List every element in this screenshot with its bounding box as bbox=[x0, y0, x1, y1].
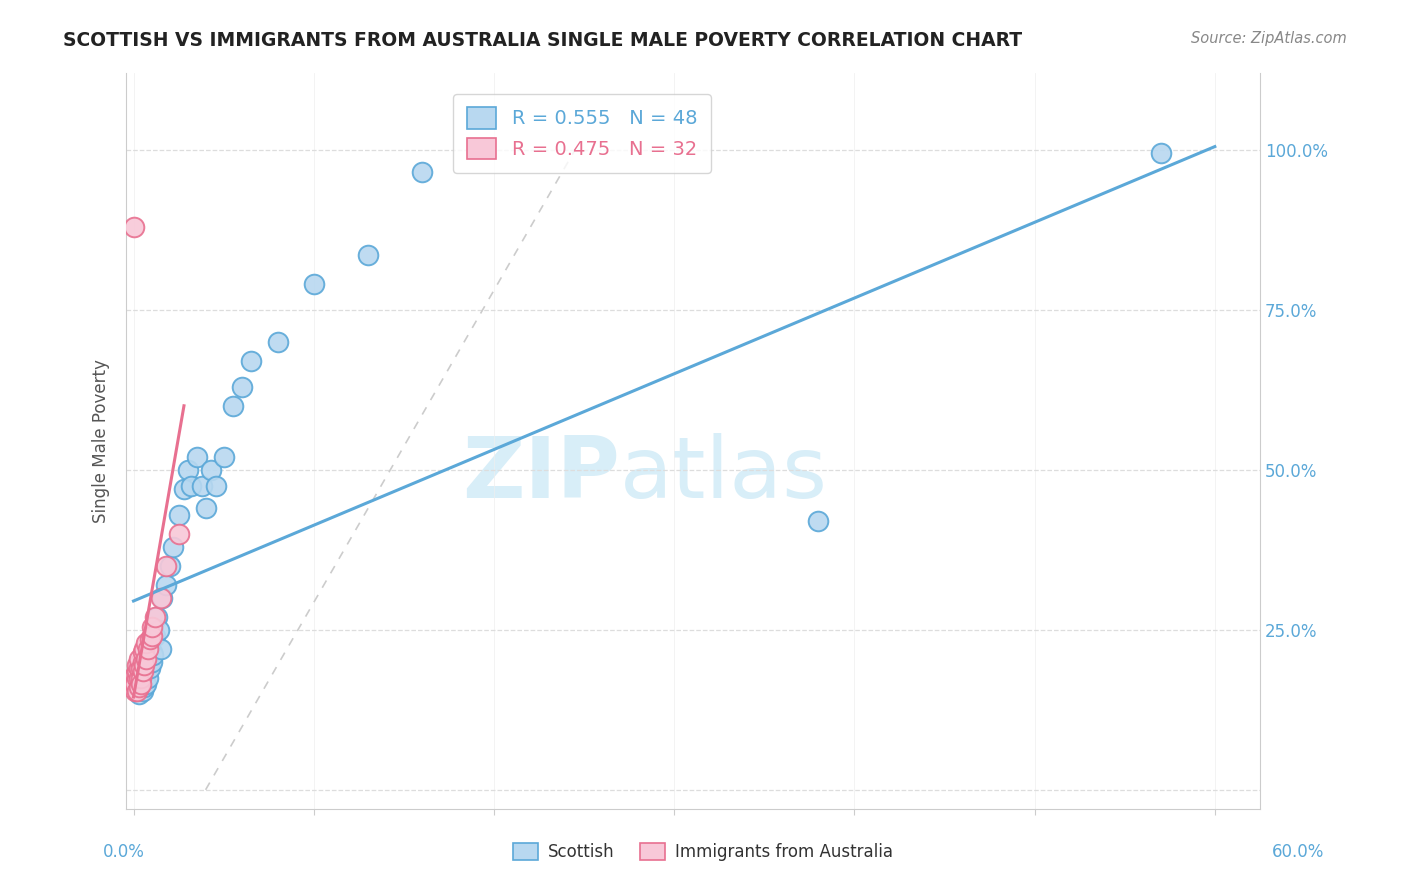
Point bbox=[128, 687, 150, 701]
Point bbox=[148, 623, 170, 637]
Point bbox=[124, 683, 146, 698]
Text: 60.0%: 60.0% bbox=[1272, 843, 1324, 861]
Point bbox=[131, 683, 153, 698]
Point bbox=[131, 645, 153, 659]
Point bbox=[155, 558, 177, 573]
Point bbox=[231, 379, 253, 393]
Point bbox=[212, 450, 235, 464]
Point bbox=[131, 665, 153, 679]
Point bbox=[191, 479, 214, 493]
Point bbox=[135, 651, 157, 665]
Point bbox=[302, 277, 325, 292]
Point bbox=[128, 661, 150, 675]
Text: ZIP: ZIP bbox=[461, 433, 620, 516]
Point bbox=[239, 354, 262, 368]
Point bbox=[357, 248, 380, 262]
Point bbox=[124, 677, 146, 691]
Point bbox=[141, 655, 163, 669]
Point bbox=[134, 681, 156, 695]
Point bbox=[205, 479, 228, 493]
Point bbox=[173, 482, 195, 496]
Point bbox=[155, 578, 177, 592]
Point bbox=[138, 661, 160, 675]
Point bbox=[131, 655, 153, 669]
Point bbox=[150, 591, 173, 605]
Point bbox=[176, 463, 198, 477]
Point bbox=[124, 219, 146, 234]
Point bbox=[128, 673, 150, 688]
Point bbox=[127, 665, 149, 679]
Point bbox=[167, 508, 190, 522]
Point bbox=[1150, 146, 1173, 161]
Point bbox=[411, 165, 433, 179]
Point bbox=[128, 671, 150, 685]
Point bbox=[138, 642, 160, 657]
Point bbox=[146, 610, 169, 624]
Point bbox=[141, 619, 163, 633]
Point bbox=[186, 450, 208, 464]
Point bbox=[141, 645, 163, 659]
Point bbox=[131, 673, 153, 688]
Point bbox=[807, 514, 830, 528]
Point bbox=[127, 681, 149, 695]
Legend: Scottish, Immigrants from Australia: Scottish, Immigrants from Australia bbox=[506, 836, 900, 868]
Point bbox=[129, 677, 152, 691]
Point bbox=[135, 677, 157, 691]
Point bbox=[194, 501, 217, 516]
Point bbox=[134, 642, 156, 657]
Point bbox=[127, 671, 149, 685]
Point bbox=[143, 629, 166, 643]
Point bbox=[135, 665, 157, 679]
Point bbox=[124, 681, 146, 695]
Point bbox=[162, 540, 184, 554]
Point bbox=[159, 558, 181, 573]
Point bbox=[124, 673, 146, 688]
Text: SCOTTISH VS IMMIGRANTS FROM AUSTRALIA SINGLE MALE POVERTY CORRELATION CHART: SCOTTISH VS IMMIGRANTS FROM AUSTRALIA SI… bbox=[63, 31, 1022, 50]
Point bbox=[131, 661, 153, 675]
Point bbox=[221, 399, 243, 413]
Point bbox=[143, 610, 166, 624]
Text: Source: ZipAtlas.com: Source: ZipAtlas.com bbox=[1191, 31, 1347, 46]
Point bbox=[149, 642, 172, 657]
Point bbox=[136, 671, 159, 685]
Point bbox=[127, 683, 149, 698]
Point bbox=[136, 642, 159, 657]
Point bbox=[127, 667, 149, 681]
Point bbox=[149, 591, 172, 605]
Point bbox=[266, 334, 288, 349]
Legend: R = 0.555   N = 48, R = 0.475   N = 32: R = 0.555 N = 48, R = 0.475 N = 32 bbox=[453, 94, 711, 173]
Point bbox=[141, 629, 163, 643]
Text: atlas: atlas bbox=[620, 433, 827, 516]
Point bbox=[180, 479, 202, 493]
Text: 0.0%: 0.0% bbox=[103, 843, 145, 861]
Point bbox=[136, 658, 159, 673]
Point bbox=[129, 671, 152, 685]
Point bbox=[134, 671, 156, 685]
Point bbox=[128, 681, 150, 695]
Y-axis label: Single Male Poverty: Single Male Poverty bbox=[93, 359, 110, 523]
Point bbox=[129, 661, 152, 675]
Point bbox=[124, 671, 146, 685]
Point bbox=[167, 526, 190, 541]
Point bbox=[135, 635, 157, 649]
Point bbox=[134, 658, 156, 673]
Point bbox=[138, 632, 160, 647]
Point bbox=[128, 651, 150, 665]
Point bbox=[200, 463, 222, 477]
Point bbox=[124, 667, 146, 681]
Point bbox=[127, 658, 149, 673]
Point bbox=[129, 667, 152, 681]
Point bbox=[129, 677, 152, 691]
Point bbox=[142, 648, 165, 663]
